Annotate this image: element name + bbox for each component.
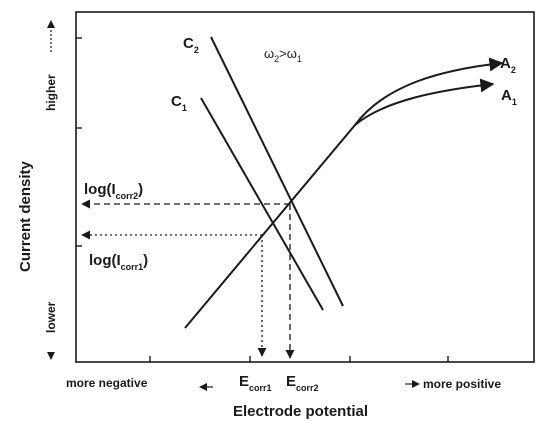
cathodic-line-c2 xyxy=(210,36,344,307)
label-c2: C2 xyxy=(183,35,199,55)
svg-text:higher: higher xyxy=(44,74,58,111)
y-axis-bottom-label: lower xyxy=(44,301,58,360)
right-arrow-icon xyxy=(412,380,420,388)
y-axis-top-label: higher xyxy=(44,20,58,111)
svg-text:lower: lower xyxy=(44,301,58,333)
cathodic-line-c1 xyxy=(200,97,324,311)
label-ecorr1: Ecorr1 xyxy=(239,373,272,393)
label-log-icorr1: log(Icorr1) xyxy=(89,252,148,272)
label-ecorr2: Ecorr2 xyxy=(286,373,319,393)
axis-ticks xyxy=(76,37,449,362)
x-axis-left-label: more negative xyxy=(66,376,148,390)
label-c1: C1 xyxy=(171,93,187,113)
label-a2: A2 xyxy=(500,55,516,75)
anodic-curve-a1 xyxy=(354,78,495,126)
omega-condition: ω2>ω1 xyxy=(264,46,302,64)
anodic-line xyxy=(184,124,356,329)
left-arrow-icon xyxy=(199,383,207,391)
plot-frame xyxy=(75,11,535,363)
x-axis-title: Electrode potential xyxy=(233,403,368,420)
anodic-curve-a2 xyxy=(354,57,504,126)
y-axis-title: Current density xyxy=(17,160,34,272)
label-log-icorr2: log(Icorr2) xyxy=(84,181,143,201)
x-axis-right-label: more positive xyxy=(423,377,501,391)
label-a1: A1 xyxy=(501,87,517,107)
